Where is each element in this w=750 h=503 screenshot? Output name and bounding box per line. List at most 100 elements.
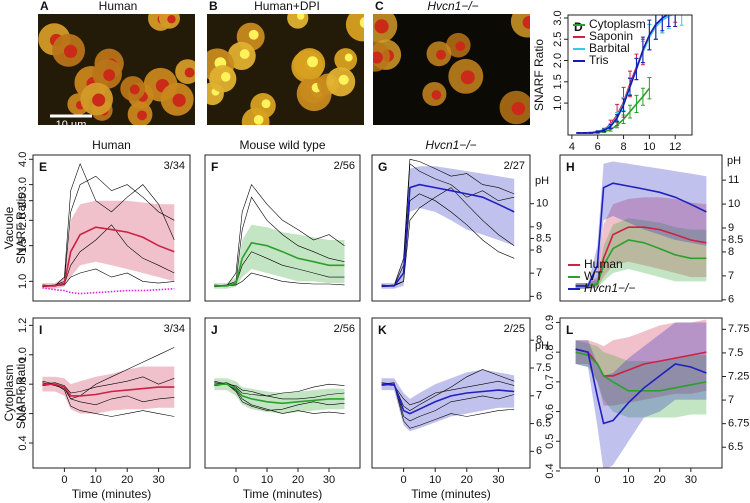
vacuole (359, 16, 364, 29)
error-bar (634, 94, 639, 113)
count-label: 2/27 (504, 160, 525, 172)
trace (381, 369, 515, 411)
vacuole (297, 14, 305, 20)
vacuole (261, 99, 271, 109)
y2-tick-label: 7.5 (536, 362, 551, 374)
panel-letter: J (211, 323, 218, 337)
panel-letter: A (40, 0, 49, 13)
micrograph (207, 14, 364, 125)
trace (42, 162, 175, 287)
x-tick-label: 10 (90, 474, 102, 486)
trace (381, 158, 515, 287)
vacuole (64, 44, 78, 58)
error-bar (615, 114, 620, 122)
plot-area (381, 158, 515, 289)
column-title: Hvcn1−/− (425, 138, 476, 152)
count-label: 3/34 (164, 323, 185, 335)
vacuole (373, 51, 383, 64)
plot-frame (559, 317, 723, 469)
y2-tick-label: 6 (536, 445, 542, 457)
x-tick-label: 12 (669, 141, 681, 153)
x-axis-label: Time (minutes) (411, 487, 491, 501)
y2-tick-label: 10 (536, 198, 548, 210)
y2-tick-label: 7 (536, 390, 542, 402)
series-line (42, 383, 175, 397)
error-bar (647, 77, 652, 100)
y2-tick-label: 7 (536, 267, 542, 279)
scale-bar-label: 10 µm (56, 119, 87, 131)
panel-letter: K (378, 323, 387, 337)
y-tick-label: 2.5 (17, 193, 29, 208)
trace (214, 272, 345, 287)
y2-tick-label: 8 (536, 244, 542, 256)
series-line (381, 183, 515, 287)
trace (381, 382, 515, 422)
plot-frame (371, 317, 531, 469)
panel-letter: D (574, 20, 583, 34)
error-bar (582, 131, 587, 134)
y-tick-label: 3.0 (17, 177, 29, 192)
vacuole (431, 90, 442, 100)
vacuole (248, 29, 259, 40)
vacuole (460, 70, 475, 85)
x-tick-label: 8 (620, 141, 626, 153)
x-tick-label: 20 (461, 474, 473, 486)
trace (42, 383, 175, 417)
error-bar (673, 15, 678, 27)
x-tick-label: 10 (643, 141, 655, 153)
plot-frame (371, 154, 531, 302)
plot-area (214, 183, 345, 289)
vacuole (511, 101, 526, 116)
error-bar (628, 77, 632, 96)
y-tick-label: 1.5 (552, 74, 564, 89)
y-tick-label: 0.6 (17, 406, 29, 421)
error-bar (653, 15, 658, 40)
y-tick-label: 0.8 (544, 345, 556, 360)
y-tick-label: 0.8 (17, 377, 29, 392)
y-tick-label: 1.0 (17, 274, 29, 289)
panel-title: Human+DPI (254, 0, 320, 13)
band (575, 161, 707, 289)
column-title: Human (92, 138, 131, 152)
x-tick-label: 10 (429, 474, 441, 486)
y-axis-label: SNARF Ratio (532, 39, 546, 111)
trace (381, 193, 515, 288)
legend-label: Cytoplasm (589, 17, 646, 31)
series-line (578, 15, 669, 134)
y-tick-label: 3.0 (552, 10, 564, 25)
vacuole (436, 49, 446, 60)
plot-frame (32, 317, 191, 469)
y-tick-label: 2.0 (552, 53, 564, 68)
x-tick-label: 4 (569, 141, 575, 153)
panel-letter: L (566, 323, 573, 337)
panel-letter: I (39, 323, 42, 337)
series-line (214, 383, 345, 405)
legend-label: Human (584, 257, 623, 271)
error-bar (576, 131, 581, 134)
y2-tick-label: 7 (728, 394, 734, 406)
y-tick-label: 2.0 (17, 213, 29, 228)
x-tick-label: 6 (595, 141, 601, 153)
trace (381, 163, 515, 287)
trace (42, 175, 175, 287)
error-bar (647, 19, 652, 51)
y2-tick-label: 6.5 (536, 417, 551, 429)
band (575, 218, 707, 289)
series-line (575, 348, 707, 425)
plot-bg (372, 318, 530, 468)
error-bar (628, 104, 632, 119)
x-tick-label: 10 (261, 474, 273, 486)
vacuole (172, 93, 186, 107)
plot-frame (204, 154, 361, 302)
x-tick-label: 10 (622, 474, 634, 486)
vacuole (220, 72, 231, 82)
x-tick-label: 30 (492, 474, 504, 486)
y-tick-label: 0.6 (544, 404, 556, 419)
series-line (575, 239, 707, 287)
y2-axis-label: pH (727, 155, 741, 167)
trace (214, 183, 345, 287)
trace (214, 196, 345, 287)
y2-tick-label: 7 (728, 270, 734, 282)
y2-tick-label: 6.5 (728, 441, 743, 453)
